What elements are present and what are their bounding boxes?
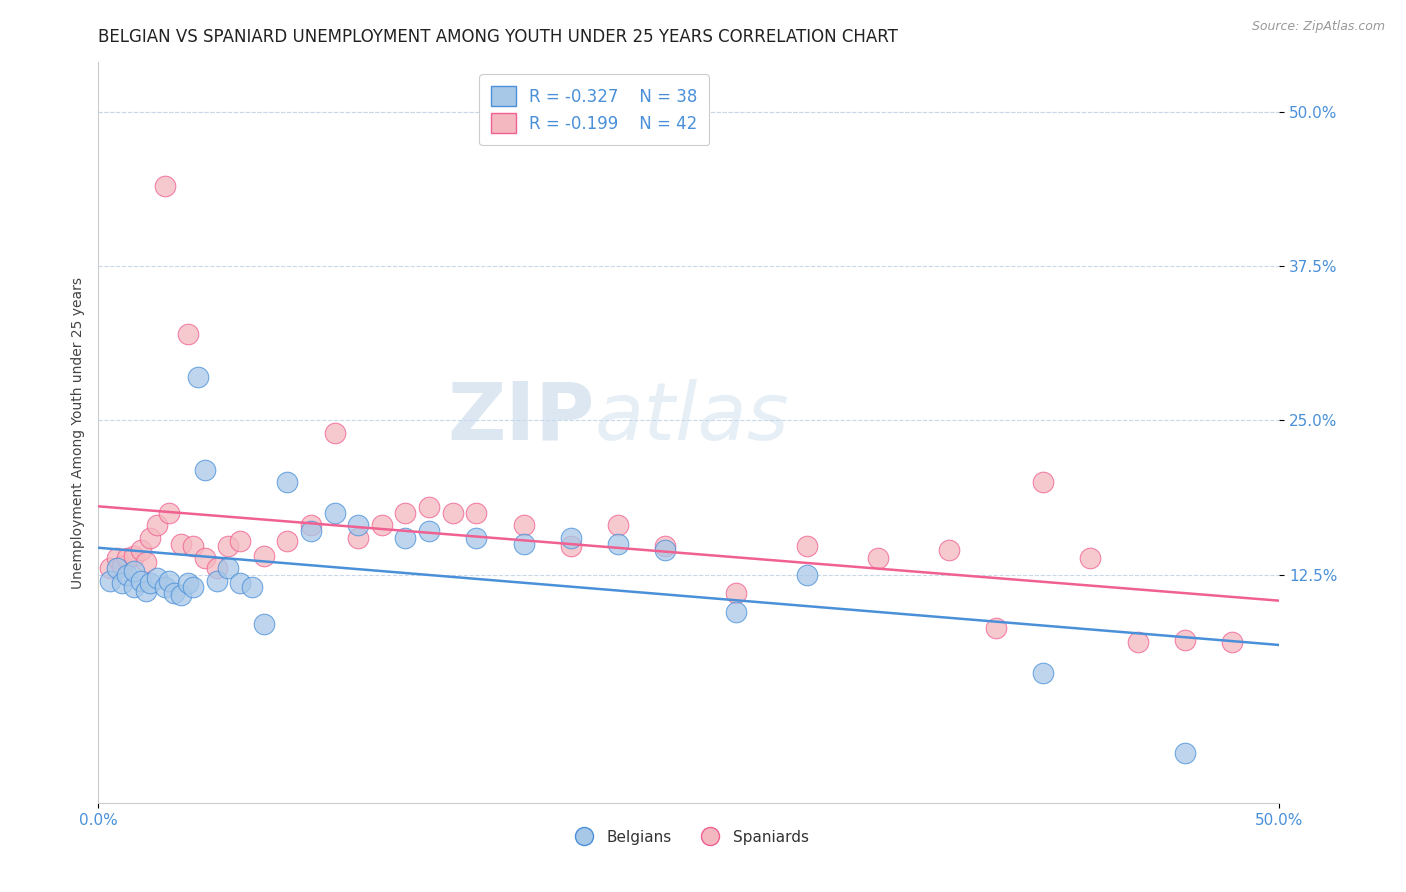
Point [115, 567, 138, 582]
Point [205, 574, 228, 588]
Point [157, 506, 180, 520]
Point [1174, 747, 1197, 761]
Point [146, 571, 169, 585]
Point [441, 506, 464, 520]
Legend: Belgians, Spaniards: Belgians, Spaniards [562, 823, 815, 851]
Point [177, 576, 200, 591]
Point [465, 531, 488, 545]
Point [654, 539, 676, 553]
Point [323, 425, 346, 440]
Point [465, 506, 488, 520]
Point [560, 531, 582, 545]
Point [276, 475, 298, 489]
Point [111, 558, 134, 573]
Point [170, 536, 193, 550]
Point [187, 370, 209, 384]
Point [796, 567, 818, 582]
Point [418, 500, 440, 514]
Point [194, 462, 217, 476]
Point [1220, 635, 1243, 649]
Point [347, 518, 370, 533]
Point [98, 561, 121, 575]
Text: atlas: atlas [595, 379, 789, 457]
Point [512, 536, 534, 550]
Point [105, 551, 128, 566]
Point [115, 551, 138, 566]
Text: BELGIAN VS SPANIARD UNEMPLOYMENT AMONG YOUTH UNDER 25 YEARS CORRELATION CHART: BELGIAN VS SPANIARD UNEMPLOYMENT AMONG Y… [98, 28, 898, 45]
Point [607, 518, 630, 533]
Point [122, 549, 145, 563]
Point [607, 536, 630, 550]
Point [253, 616, 276, 631]
Point [240, 580, 263, 594]
Point [371, 518, 394, 533]
Point [654, 542, 676, 557]
Point [347, 531, 370, 545]
Point [181, 580, 204, 594]
Point [418, 524, 440, 539]
Point [181, 539, 204, 553]
Point [1080, 551, 1102, 566]
Point [394, 531, 416, 545]
Point [157, 574, 180, 588]
Point [229, 576, 252, 591]
Point [135, 555, 157, 569]
Point [129, 574, 152, 588]
Point [153, 178, 176, 193]
Point [122, 580, 145, 594]
Point [512, 518, 534, 533]
Point [276, 534, 298, 549]
Point [323, 506, 346, 520]
Point [796, 539, 818, 553]
Point [560, 539, 582, 553]
Point [129, 542, 152, 557]
Text: ZIP: ZIP [447, 379, 595, 457]
Point [866, 551, 889, 566]
Point [205, 561, 228, 575]
Point [98, 574, 121, 588]
Point [299, 524, 322, 539]
Point [177, 326, 200, 341]
Point [163, 586, 186, 600]
Point [299, 518, 322, 533]
Point [938, 542, 960, 557]
Point [253, 549, 276, 563]
Point [153, 580, 176, 594]
Text: Source: ZipAtlas.com: Source: ZipAtlas.com [1251, 20, 1385, 33]
Point [139, 576, 162, 591]
Point [135, 583, 157, 598]
Point [394, 506, 416, 520]
Point [1126, 635, 1149, 649]
Point [1032, 475, 1054, 489]
Point [1032, 666, 1054, 681]
Point [1174, 632, 1197, 647]
Point [217, 561, 239, 575]
Point [139, 531, 162, 545]
Point [122, 564, 145, 578]
Point [170, 589, 193, 603]
Point [725, 586, 748, 600]
Point [146, 518, 169, 533]
Point [217, 539, 239, 553]
Point [229, 534, 252, 549]
Point [194, 551, 217, 566]
Point [984, 621, 1007, 635]
Point [105, 561, 128, 575]
Y-axis label: Unemployment Among Youth under 25 years: Unemployment Among Youth under 25 years [70, 277, 84, 589]
Point [725, 605, 748, 619]
Point [111, 576, 134, 591]
